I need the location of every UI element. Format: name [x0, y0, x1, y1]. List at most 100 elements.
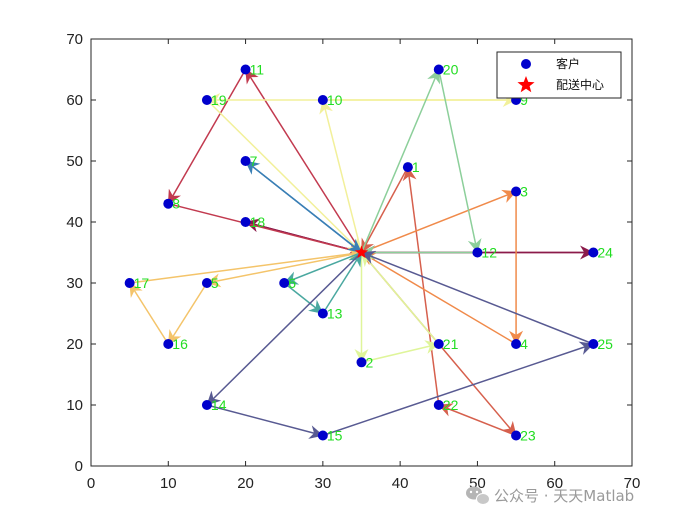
- y-tick-label: 20: [66, 336, 83, 353]
- x-tick-label: 60: [546, 475, 563, 492]
- customer-point: [317, 430, 328, 441]
- customer-point: [279, 278, 290, 288]
- plot-frame: [90, 38, 633, 467]
- customer-point: [472, 247, 483, 258]
- customer-label: 8: [172, 196, 180, 212]
- x-tick-label: 10: [160, 475, 177, 492]
- legend-customer-marker: [521, 59, 531, 69]
- customer-point: [317, 308, 328, 319]
- route-arrow: [361, 189, 517, 254]
- customer-label: 22: [443, 397, 459, 413]
- route-arrow: [322, 251, 363, 314]
- customer-point: [240, 217, 251, 227]
- customer-point: [588, 247, 599, 258]
- customer-label: 6: [288, 275, 296, 291]
- customer-point: [433, 64, 444, 75]
- customer-point: [201, 400, 212, 410]
- wechat-icon: [466, 486, 490, 505]
- route-arrow: [129, 282, 169, 345]
- customer-point: [201, 95, 212, 105]
- customer-label: 16: [172, 336, 188, 352]
- legend-depot-label: 配送中心: [556, 77, 604, 92]
- customer-label: 9: [520, 92, 528, 108]
- customer-label: 18: [250, 214, 266, 230]
- x-tick-label: 40: [392, 475, 409, 492]
- customer-point: [163, 339, 174, 349]
- route-arrow: [360, 251, 517, 345]
- x-tick-label: 70: [624, 475, 641, 492]
- y-tick-label: 50: [66, 153, 83, 170]
- depot-marker: [354, 245, 369, 259]
- customer-label: 15: [327, 428, 343, 444]
- customer-label: 19: [211, 92, 227, 108]
- route-arrow: [283, 282, 324, 315]
- customer-label: 12: [481, 245, 497, 261]
- route-arrow: [206, 251, 362, 288]
- customer-label: 7: [250, 153, 258, 169]
- route-arrow: [438, 403, 517, 437]
- route-arrow: [438, 69, 482, 254]
- legend-box: [496, 51, 622, 99]
- y-tick-label: 30: [66, 275, 83, 292]
- route-arrow: [167, 69, 247, 205]
- customer-label: 17: [134, 275, 150, 291]
- route-arrow: [129, 247, 363, 284]
- customer-label: 25: [597, 336, 613, 352]
- customer-label: 11: [250, 62, 265, 78]
- customer-point: [588, 339, 599, 349]
- customer-label: 24: [597, 245, 613, 261]
- x-tick-label: 30: [315, 475, 332, 492]
- customer-point: [433, 339, 444, 349]
- customer-label: 1: [412, 159, 420, 175]
- legend: 客户 配送中心: [496, 51, 622, 99]
- customer-label: 14: [211, 397, 227, 413]
- route-arrow: [206, 251, 363, 406]
- legend-customer-label: 客户: [556, 56, 580, 71]
- customer-point: [163, 198, 174, 209]
- route-arrow: [167, 282, 208, 345]
- customer-point: [317, 95, 328, 105]
- legend-depot-marker: [517, 76, 535, 93]
- y-tick-label: 0: [75, 458, 83, 475]
- customer-label: 23: [520, 428, 536, 444]
- customer-label: 10: [327, 92, 343, 108]
- route-arrow: [319, 99, 363, 253]
- route-arrow: [360, 250, 594, 345]
- route-arrow: [206, 99, 363, 254]
- customer-label: 21: [443, 336, 459, 352]
- route-arrow: [361, 340, 440, 364]
- customer-point: [511, 339, 522, 349]
- route-arrow: [360, 166, 409, 254]
- y-tick-label: 10: [66, 397, 83, 414]
- route-arrow: [360, 68, 441, 253]
- customer-label: 2: [366, 354, 374, 370]
- customer-point: [240, 64, 251, 75]
- route-arrow: [360, 251, 440, 345]
- customer-point: [511, 430, 522, 441]
- route-arrow: [168, 202, 363, 257]
- customer-label: 3: [520, 184, 528, 200]
- route-arrow: [245, 160, 363, 254]
- y-tick-label: 70: [66, 31, 83, 48]
- route-arrow: [322, 341, 595, 437]
- route-arrow: [206, 404, 324, 439]
- y-tick-label: 40: [66, 214, 83, 231]
- y-tick-label: 60: [66, 92, 83, 109]
- customer-label: 13: [327, 306, 343, 322]
- customer-label: 4: [520, 336, 528, 352]
- watermark-text: 公众号 · 天天Matlab: [494, 487, 634, 505]
- route-arrow: [402, 166, 440, 406]
- customer-point: [240, 156, 251, 166]
- customer-label: 20: [443, 62, 459, 78]
- customer-point: [511, 186, 522, 197]
- customer-label: 5: [211, 275, 219, 291]
- watermark: 公众号 · 天天Matlab: [466, 486, 634, 505]
- customer-point: [433, 400, 444, 410]
- customer-point: [124, 278, 135, 288]
- customer-point: [356, 357, 367, 368]
- customer-point: [402, 162, 413, 173]
- x-tick-label: 20: [237, 475, 254, 492]
